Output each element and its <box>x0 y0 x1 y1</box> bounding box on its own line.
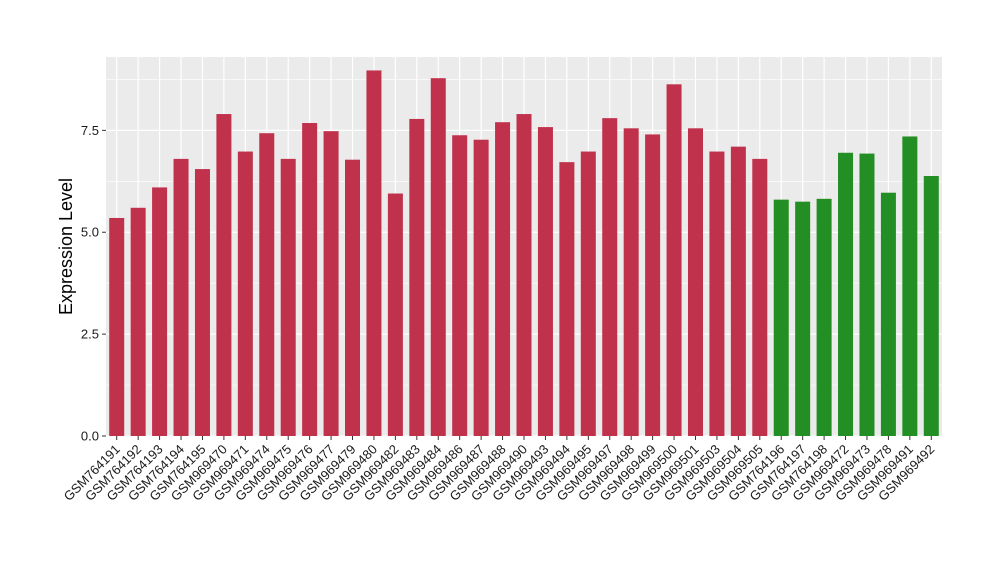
bar-GSM969470 <box>216 114 232 436</box>
bar-GSM969494 <box>559 162 575 436</box>
bar-GSM969490 <box>516 114 532 436</box>
bar-GSM969500 <box>666 84 682 437</box>
bar-GSM969501 <box>687 128 703 436</box>
bar-GSM969484 <box>430 78 446 436</box>
bar-GSM969480 <box>366 70 382 436</box>
bar-GSM969473 <box>859 153 875 437</box>
y-axis-title: Expression Level <box>56 178 76 315</box>
bar-GSM969491 <box>902 136 918 436</box>
bar-GSM969487 <box>473 139 489 436</box>
y-tick-label: 0.0 <box>81 429 99 444</box>
bar-GSM969488 <box>495 122 511 437</box>
bar-GSM764194 <box>173 158 189 436</box>
bar-GSM969505 <box>752 158 768 436</box>
bar-GSM969476 <box>302 123 318 437</box>
bar-GSM969497 <box>602 118 618 437</box>
bar-GSM969478 <box>880 192 896 436</box>
bar-GSM969483 <box>409 118 425 436</box>
y-tick-label: 5.0 <box>81 225 99 240</box>
bar-GSM969472 <box>838 152 854 437</box>
bar-GSM969486 <box>452 135 468 436</box>
bar-GSM969504 <box>730 146 746 436</box>
y-tick-label: 7.5 <box>81 123 99 138</box>
bar-GSM969475 <box>280 158 296 436</box>
bar-GSM764191 <box>109 217 125 436</box>
bar-GSM969482 <box>387 193 403 436</box>
bar-GSM969503 <box>709 151 725 436</box>
bars <box>109 70 939 437</box>
bar-GSM969499 <box>645 134 661 436</box>
bar-GSM969492 <box>923 175 939 436</box>
bar-GSM764198 <box>816 198 832 436</box>
bar-GSM764197 <box>795 201 811 436</box>
bar-GSM764193 <box>152 187 168 436</box>
bar-GSM969474 <box>259 133 275 436</box>
x-axis: GSM764191GSM764192GSM764193GSM764194GSM7… <box>61 436 937 504</box>
bar-GSM764196 <box>773 199 789 436</box>
bar-GSM969495 <box>580 151 596 436</box>
bar-GSM969498 <box>623 128 639 436</box>
bar-GSM764195 <box>194 169 210 436</box>
bar-GSM969479 <box>345 159 361 436</box>
bar-GSM969493 <box>537 127 553 436</box>
bar-GSM764192 <box>130 207 146 436</box>
y-tick-label: 2.5 <box>81 327 99 342</box>
bar-GSM969477 <box>323 131 339 436</box>
bar-GSM969471 <box>237 151 253 436</box>
y-axis: 0.0 2.5 5.0 7.5 <box>81 123 106 444</box>
